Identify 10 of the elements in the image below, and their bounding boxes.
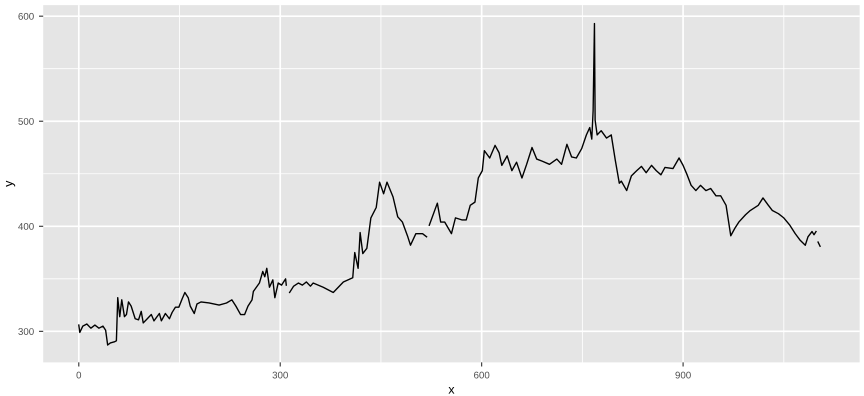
- y-tick-label: 600: [18, 12, 34, 20]
- x-axis-title: x: [448, 387, 454, 394]
- y-axis-title: y: [6, 180, 16, 187]
- y-tick-label: 400: [18, 223, 34, 230]
- x-tick-label: 300: [272, 372, 288, 379]
- y-tick-label: 300: [18, 328, 34, 335]
- x-tick-label: 600: [474, 372, 490, 379]
- x-tick-label: 0: [76, 372, 82, 379]
- y-tick-label: 500: [18, 118, 34, 125]
- x-tick-label: 900: [675, 372, 691, 379]
